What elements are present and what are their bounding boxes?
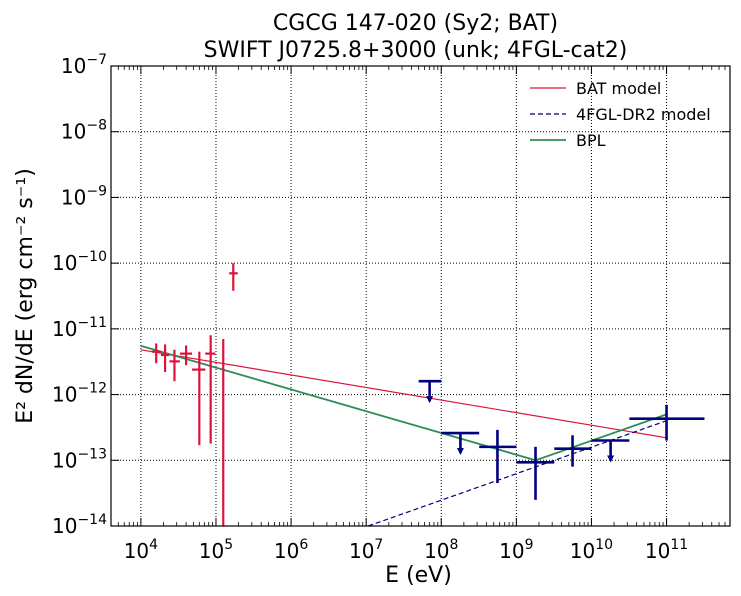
bat-point-0 bbox=[151, 343, 161, 364]
y-tick-label: 10−9 bbox=[61, 183, 107, 209]
x-axis-label: E (eV) bbox=[385, 563, 452, 588]
legend-label-0: BAT model bbox=[576, 79, 661, 98]
fermi-point-4 bbox=[554, 435, 592, 467]
fermi-point-limit-arrow bbox=[456, 448, 464, 456]
fermi-point-2 bbox=[479, 429, 517, 484]
bat-point-5 bbox=[205, 335, 216, 444]
bat-point-4 bbox=[192, 351, 206, 446]
bat-point-2 bbox=[169, 349, 180, 382]
x-tick-label: 105 bbox=[199, 537, 233, 563]
bat-point-7 bbox=[229, 263, 238, 291]
points-layer bbox=[151, 263, 705, 526]
y-axis-label: E² dN/dE (erg cm⁻² s⁻¹) bbox=[13, 168, 38, 424]
legend: BAT model 4FGL-DR2 model BPL bbox=[530, 79, 711, 150]
legend-label-1: 4FGL-DR2 model bbox=[576, 105, 711, 124]
plot-frame bbox=[110, 65, 731, 527]
x-tick-label: 109 bbox=[499, 537, 533, 563]
y-tick-label: 10−7 bbox=[61, 52, 107, 78]
fermi-point-6 bbox=[629, 404, 705, 441]
y-tick-labels: 10−14 10−13 10−12 10−11 10−10 10−9 10−8 10−7 bbox=[52, 52, 107, 538]
x-tick-label: 106 bbox=[274, 537, 308, 563]
x-tick-label: 1010 bbox=[570, 537, 613, 563]
series-line-1 bbox=[368, 420, 667, 527]
y-tick-label: 10−8 bbox=[61, 118, 107, 144]
y-tick-label: 10−13 bbox=[52, 446, 107, 472]
fermi-point-limit-arrow bbox=[426, 396, 434, 404]
fermi-point-0 bbox=[418, 379, 442, 404]
minor-ticks bbox=[111, 65, 730, 527]
fermi-point-3 bbox=[516, 446, 555, 500]
bat-point-3 bbox=[179, 345, 193, 366]
y-tick-label: 10−11 bbox=[52, 315, 107, 341]
fermi-point-limit-arrow bbox=[607, 455, 615, 463]
chart-title-line-2: SWIFT J0725.8+3000 (unk; 4FGL-cat2) bbox=[204, 38, 628, 63]
y-tick-label: 10−14 bbox=[52, 512, 107, 538]
x-tick-label: 104 bbox=[124, 537, 158, 563]
fermi-point-5 bbox=[591, 439, 630, 463]
fermi-point-1 bbox=[441, 431, 480, 456]
series-layer bbox=[140, 345, 667, 527]
grid-layer bbox=[111, 66, 730, 526]
x-tick-label: 108 bbox=[424, 537, 458, 563]
chart-title-line-1: CGCG 147-020 (Sy2; BAT) bbox=[273, 11, 558, 36]
x-tick-label: 1011 bbox=[645, 537, 688, 563]
y-tick-label: 10−12 bbox=[52, 381, 107, 407]
legend-label-2: BPL bbox=[576, 131, 606, 150]
y-tick-label: 10−10 bbox=[52, 249, 107, 275]
x-tick-label: 107 bbox=[349, 537, 383, 563]
x-tick-labels: 104 105 106 107 108 109 1010 1011 bbox=[124, 537, 688, 563]
series-line-0 bbox=[140, 349, 667, 439]
bat-point-1 bbox=[160, 344, 170, 373]
